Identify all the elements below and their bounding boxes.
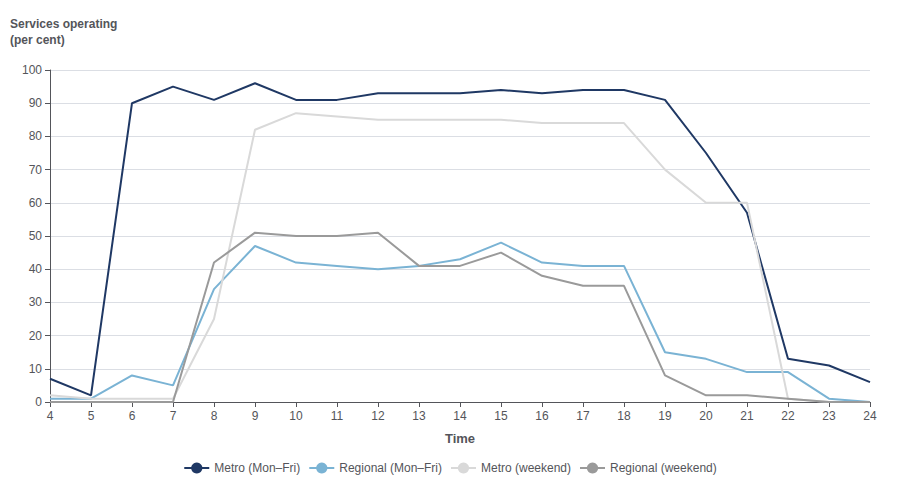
svg-text:0: 0: [35, 395, 42, 409]
svg-text:Regional (Mon–Fri): Regional (Mon–Fri): [339, 461, 442, 475]
svg-text:23: 23: [822, 409, 836, 423]
svg-text:14: 14: [453, 409, 467, 423]
svg-text:7: 7: [170, 409, 177, 423]
svg-text:17: 17: [576, 409, 590, 423]
svg-text:Regional (weekend): Regional (weekend): [610, 461, 717, 475]
svg-text:22: 22: [781, 409, 795, 423]
svg-text:18: 18: [617, 409, 631, 423]
svg-text:90: 90: [29, 96, 43, 110]
svg-text:16: 16: [535, 409, 549, 423]
svg-text:Metro (Mon–Fri): Metro (Mon–Fri): [214, 461, 300, 475]
svg-text:60: 60: [29, 196, 43, 210]
svg-text:Services operating: Services operating: [10, 17, 117, 31]
svg-text:9: 9: [252, 409, 259, 423]
svg-text:24: 24: [863, 409, 877, 423]
svg-text:20: 20: [29, 329, 43, 343]
svg-text:70: 70: [29, 163, 43, 177]
svg-text:50: 50: [29, 229, 43, 243]
svg-text:80: 80: [29, 129, 43, 143]
svg-text:30: 30: [29, 295, 43, 309]
svg-text:Metro (weekend): Metro (weekend): [481, 461, 571, 475]
svg-text:4: 4: [47, 409, 54, 423]
svg-text:100: 100: [22, 63, 42, 77]
svg-text:13: 13: [412, 409, 426, 423]
svg-text:19: 19: [658, 409, 672, 423]
svg-text:20: 20: [699, 409, 713, 423]
svg-text:15: 15: [494, 409, 508, 423]
svg-text:11: 11: [331, 409, 344, 423]
svg-text:12: 12: [371, 409, 385, 423]
svg-text:8: 8: [211, 409, 218, 423]
svg-text:10: 10: [29, 362, 43, 376]
svg-text:21: 21: [740, 409, 754, 423]
svg-text:Time: Time: [445, 431, 475, 446]
svg-text:6: 6: [129, 409, 136, 423]
svg-text:40: 40: [29, 262, 43, 276]
svg-text:10: 10: [289, 409, 303, 423]
svg-text:(per cent): (per cent): [10, 33, 65, 47]
svg-text:5: 5: [88, 409, 95, 423]
